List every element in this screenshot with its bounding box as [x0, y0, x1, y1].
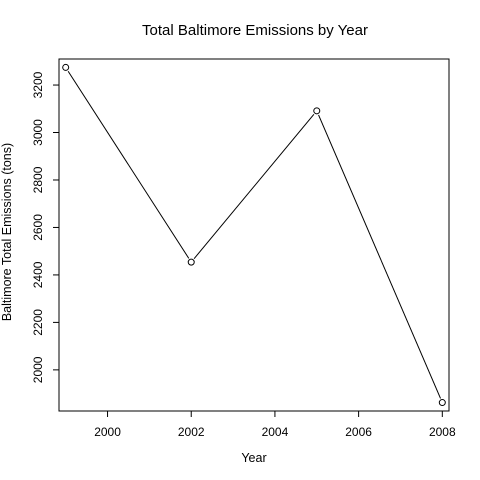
series-line-segment — [319, 115, 441, 398]
x-tick-label: 2002 — [178, 425, 205, 439]
series-line-segment — [194, 114, 314, 258]
x-tick-label: 2000 — [94, 425, 121, 439]
data-point — [63, 64, 69, 70]
x-axis-label: Year — [241, 451, 266, 465]
y-tick-label: 2800 — [31, 166, 45, 193]
plot-area-frame — [59, 59, 449, 411]
y-tick-label: 2000 — [31, 356, 45, 383]
x-tick-label: 2004 — [262, 425, 289, 439]
y-tick-label: 2200 — [31, 309, 45, 336]
y-tick-label: 3000 — [31, 119, 45, 146]
y-axis-label: Baltimore Total Emissions (tons) — [0, 143, 14, 321]
x-axis: 2000 2002 2004 2006 2008 — [94, 411, 456, 439]
y-tick-label: 2400 — [31, 261, 45, 288]
data-point — [314, 108, 320, 114]
y-tick-label: 3200 — [31, 71, 45, 98]
series-line-segment — [68, 71, 189, 258]
y-axis: 2000 2200 2400 2600 2800 3000 3200 — [31, 71, 59, 383]
x-tick-label: 2006 — [345, 425, 372, 439]
y-tick-label: 2600 — [31, 214, 45, 241]
data-point — [439, 400, 445, 406]
series-layer — [63, 64, 446, 405]
data-point — [188, 259, 194, 265]
x-tick-label: 2008 — [429, 425, 456, 439]
chart-title: Total Baltimore Emissions by Year — [142, 22, 368, 39]
